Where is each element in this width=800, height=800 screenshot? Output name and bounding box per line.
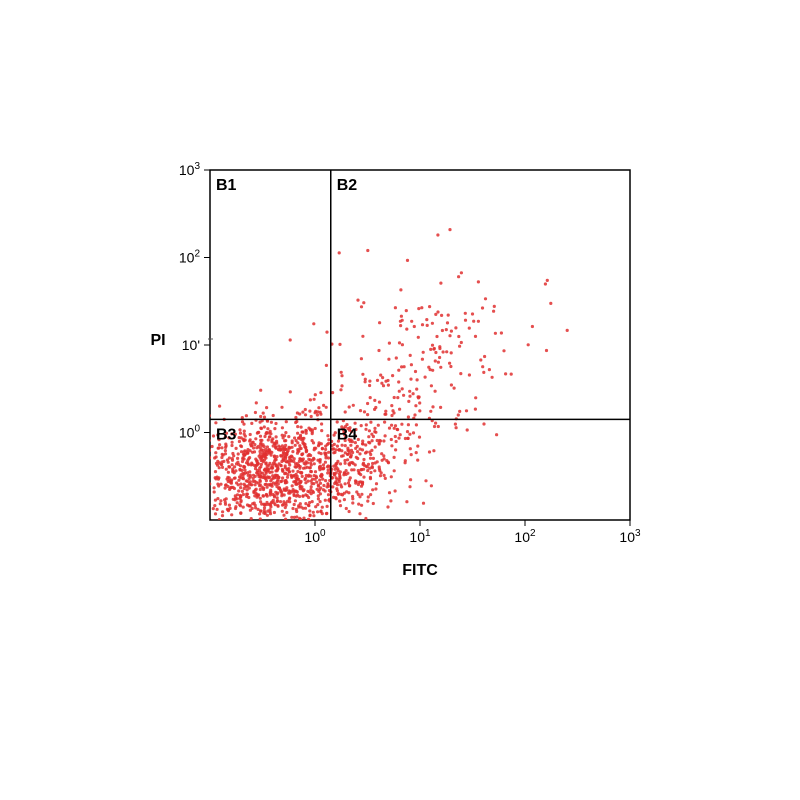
y-tick-1: 10'	[182, 337, 200, 353]
quad-label-b3: B3	[216, 426, 237, 443]
chart-svg: B1B2B3B410010110210310010'102103FITCPI	[140, 160, 660, 590]
x-axis-label: FITC	[402, 562, 438, 579]
facs-scatter-plot: B1B2B3B410010110210310010'102103FITCPI	[140, 160, 660, 590]
y-axis-label: PI	[150, 332, 165, 349]
quad-label-b4: B4	[337, 426, 358, 443]
quad-label-b2: B2	[337, 177, 358, 194]
quad-label-b1: B1	[216, 177, 237, 194]
